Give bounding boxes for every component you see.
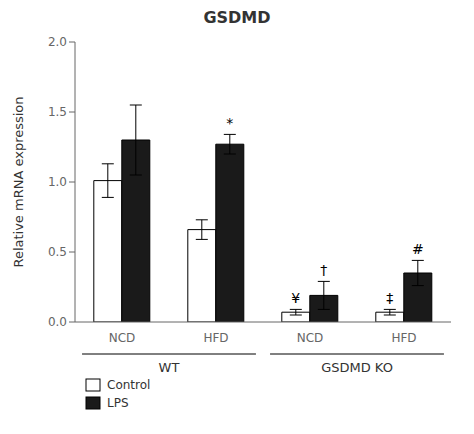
svg-text:¥: ¥ — [291, 290, 300, 306]
svg-text:1.5: 1.5 — [48, 105, 67, 119]
svg-text:0.0: 0.0 — [48, 315, 67, 329]
svg-text:†: † — [320, 262, 327, 278]
html-text:GSDMD: GSDMD — [203, 8, 271, 27]
svg-text:‡: ‡ — [386, 290, 393, 306]
svg-text:0.5: 0.5 — [48, 245, 67, 259]
svg-text:GSDMD KO: GSDMD KO — [321, 360, 393, 375]
svg-text:Relative mRNA expression: Relative mRNA expression — [11, 96, 26, 267]
svg-text:NCD: NCD — [109, 331, 136, 345]
svg-text:1.0: 1.0 — [48, 175, 67, 189]
svg-text:#: # — [412, 241, 424, 257]
svg-text:HFD: HFD — [391, 331, 416, 345]
svg-text:HFD: HFD — [203, 331, 228, 345]
svg-text:*: * — [226, 115, 233, 131]
html-text:Control: Control — [107, 378, 151, 392]
html-text:LPS: LPS — [107, 396, 129, 410]
svg-text:2.0: 2.0 — [48, 35, 67, 49]
svg-text:NCD: NCD — [297, 331, 324, 345]
svg-text:WT: WT — [159, 360, 180, 375]
